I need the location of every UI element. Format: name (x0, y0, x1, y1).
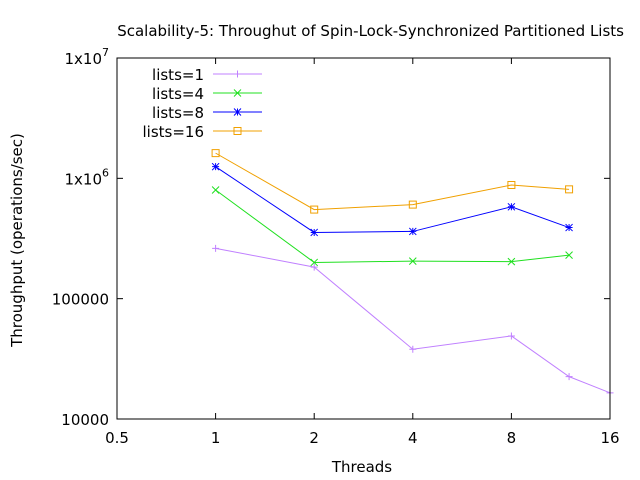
data-point (310, 228, 319, 237)
data-point (211, 186, 220, 194)
data-point (565, 373, 573, 381)
data-point (565, 251, 573, 259)
data-point (211, 162, 220, 171)
legend-marker (233, 127, 242, 135)
series-lists-16 (211, 149, 574, 214)
y-tick-label: 1x106 (64, 166, 109, 188)
x-tick-label: 2 (309, 429, 319, 447)
data-point (507, 332, 515, 340)
y-tick-label-exponent: 7 (102, 46, 109, 59)
data-point (409, 345, 417, 353)
plot-frame (116, 57, 611, 420)
legend-item: lists=16 (142, 123, 262, 141)
x-tick-label: 16 (600, 429, 619, 447)
data-point (565, 223, 573, 232)
legend-label: lists=4 (152, 85, 204, 103)
x-axis-label: Threads (331, 458, 392, 476)
data-point (507, 202, 516, 211)
data-point (211, 149, 220, 158)
legend-item: lists=4 (152, 85, 262, 103)
y-tick-label: 1x107 (64, 46, 109, 68)
data-point (408, 200, 417, 209)
x-tick-label: 1 (211, 429, 221, 447)
legend-marker (233, 89, 242, 97)
data-point (212, 244, 220, 252)
y-tick-label: 10000 (61, 411, 109, 429)
data-point (310, 263, 318, 271)
data-point (310, 258, 319, 267)
y-axis-label: Throughput (operations/sec) (8, 133, 26, 348)
y-tick-label-exponent: 6 (102, 166, 109, 179)
x-tick-label: 0.5 (105, 429, 129, 447)
chart-title: Scalability-5: Throughut of Spin-Lock-Sy… (117, 22, 624, 40)
series-line (215, 189, 570, 263)
legend-marker (234, 70, 241, 78)
x-tick-label: 8 (507, 429, 517, 447)
data-point (507, 181, 516, 190)
legend-label: lists=1 (152, 66, 204, 84)
series-line (215, 247, 611, 394)
legend-item: lists=1 (152, 66, 262, 84)
y-tick-label: 100000 (52, 291, 109, 309)
series-lists-1 (212, 244, 614, 397)
data-point (408, 227, 417, 236)
x-tick-label: 4 (408, 429, 418, 447)
y-tick-label-base: 1x10 (64, 170, 102, 188)
data-point (507, 257, 516, 266)
series-line (215, 166, 570, 233)
legend-item: lists=8 (152, 104, 262, 122)
series-line (215, 152, 570, 211)
series-lists-4 (211, 186, 573, 267)
data-point (408, 257, 417, 266)
legend-label: lists=16 (142, 123, 204, 141)
legend-marker (233, 108, 242, 116)
series-lists-8 (211, 162, 573, 237)
y-tick-label-base: 1x10 (64, 50, 102, 68)
data-point (565, 185, 574, 194)
data-point (310, 205, 319, 214)
legend-label: lists=8 (152, 104, 204, 122)
